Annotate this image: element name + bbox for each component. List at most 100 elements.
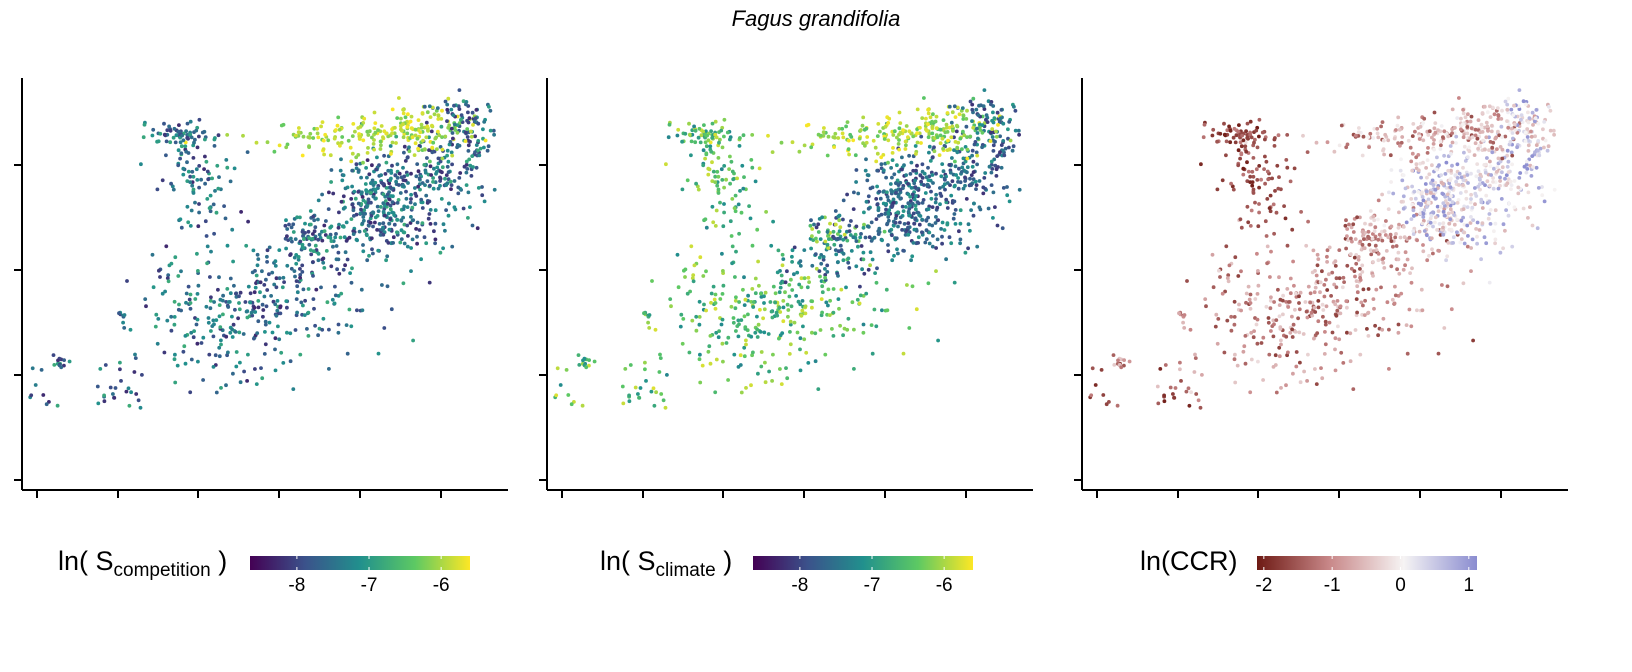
data-point — [1276, 186, 1281, 191]
data-point — [835, 236, 840, 241]
data-point — [308, 222, 313, 227]
data-point — [1509, 150, 1514, 155]
data-point — [1467, 149, 1472, 154]
data-point — [1188, 327, 1193, 332]
data-point — [721, 269, 725, 273]
data-point — [1494, 170, 1499, 174]
data-point — [1010, 148, 1015, 153]
data-point — [1498, 250, 1503, 255]
data-point — [762, 307, 767, 312]
data-point — [300, 263, 305, 268]
data-point — [697, 322, 702, 327]
data-point — [621, 401, 626, 406]
data-point — [698, 255, 703, 260]
data-point — [238, 380, 243, 385]
data-point — [714, 330, 719, 335]
data-point — [577, 363, 582, 367]
data-point — [890, 205, 894, 209]
data-point — [160, 291, 165, 296]
data-point — [312, 218, 317, 223]
data-point — [1000, 226, 1005, 231]
data-point — [1322, 294, 1327, 299]
data-point — [264, 304, 269, 309]
data-point — [1252, 329, 1256, 333]
data-point — [956, 140, 961, 145]
data-point — [1373, 323, 1377, 328]
data-point — [1313, 285, 1318, 290]
data-point — [800, 308, 805, 313]
data-point — [1399, 140, 1404, 145]
data-point — [776, 248, 781, 253]
data-point — [1370, 236, 1375, 241]
data-point — [1225, 276, 1230, 280]
data-point — [1504, 208, 1508, 213]
data-point — [1254, 322, 1259, 327]
data-point — [1398, 143, 1402, 148]
data-point — [471, 165, 475, 169]
data-point — [164, 153, 168, 158]
data-point — [897, 126, 902, 131]
data-point — [737, 322, 741, 327]
data-point — [277, 248, 282, 253]
data-point — [1155, 384, 1160, 389]
data-point — [169, 314, 174, 319]
data-point — [415, 234, 419, 239]
data-point — [831, 229, 836, 234]
data-point — [736, 334, 741, 339]
data-point — [1371, 214, 1376, 219]
data-point — [416, 146, 420, 151]
data-point — [1325, 254, 1329, 259]
data-point — [679, 312, 684, 317]
data-point — [831, 310, 836, 315]
data-point — [360, 308, 365, 313]
data-point — [1248, 301, 1253, 305]
data-point — [777, 290, 782, 295]
data-point — [301, 134, 306, 139]
data-point — [219, 342, 223, 347]
data-point — [902, 222, 907, 226]
data-point — [178, 217, 183, 222]
data-point — [371, 224, 375, 229]
data-point — [370, 178, 375, 183]
data-point — [716, 187, 721, 192]
data-point — [922, 183, 926, 187]
scatter-panel-climate — [539, 78, 1033, 498]
data-point — [1349, 266, 1354, 271]
data-point — [1217, 268, 1221, 273]
data-point — [256, 257, 261, 261]
data-point — [1251, 174, 1256, 179]
data-point — [188, 224, 193, 228]
data-point — [1325, 248, 1330, 253]
data-point — [692, 263, 697, 268]
data-point — [1482, 163, 1487, 167]
data-point — [716, 335, 721, 340]
data-point — [1192, 370, 1197, 374]
data-point — [803, 311, 808, 316]
data-point — [1367, 242, 1372, 247]
data-point — [208, 298, 213, 303]
data-point — [963, 183, 967, 188]
data-point — [861, 225, 866, 230]
data-point — [790, 248, 795, 253]
data-point — [884, 207, 888, 212]
data-point — [155, 187, 160, 192]
data-point — [1263, 154, 1267, 159]
data-point — [306, 135, 311, 139]
data-point — [284, 218, 288, 223]
data-point — [828, 298, 832, 303]
data-point — [1297, 307, 1302, 312]
data-point — [1479, 125, 1484, 130]
data-point — [332, 136, 337, 141]
data-point — [482, 199, 487, 204]
data-point — [1422, 208, 1427, 213]
data-point — [1433, 130, 1438, 135]
data-point — [1353, 328, 1358, 332]
data-point — [214, 210, 219, 215]
data-point — [1277, 354, 1282, 359]
data-point — [769, 243, 774, 248]
data-point — [926, 111, 931, 116]
data-point — [1448, 217, 1453, 222]
data-point — [1245, 204, 1250, 209]
data-point — [195, 178, 200, 182]
data-point — [958, 136, 963, 141]
